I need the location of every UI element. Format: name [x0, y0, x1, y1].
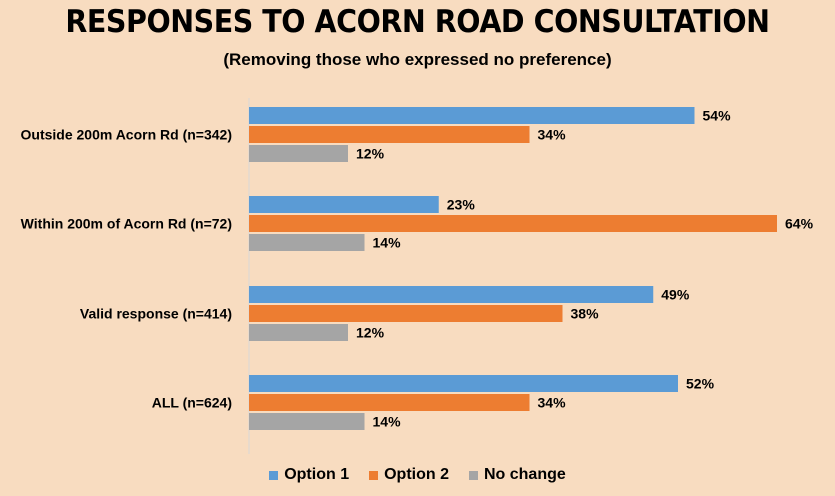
chart-subtitle: (Removing those who expressed no prefere…: [223, 50, 612, 69]
legend-swatch: [269, 470, 279, 480]
bar-option-2: [249, 126, 530, 143]
legend-swatch: [369, 470, 379, 480]
legend-item-no-change: No change: [468, 466, 566, 484]
data-label: 14%: [373, 414, 402, 430]
data-label: 14%: [373, 235, 402, 251]
data-label: 54%: [703, 108, 732, 124]
data-label: 64%: [785, 216, 814, 232]
data-label: 34%: [538, 127, 567, 143]
bar-no-change: [249, 413, 365, 430]
bar-no-change: [249, 234, 365, 251]
category-label: Valid response (n=414): [80, 306, 232, 322]
data-label: 12%: [356, 146, 385, 162]
legend-label: Option 1: [284, 466, 350, 483]
data-label: 12%: [356, 325, 385, 341]
category-label: Within 200m of Acorn Rd (n=72): [21, 216, 232, 232]
data-label: 34%: [538, 395, 567, 411]
legend-swatch: [468, 470, 478, 480]
legend-item-option-2: Option 2: [369, 466, 449, 484]
data-label: 52%: [686, 376, 715, 392]
legend-label: No change: [483, 466, 566, 483]
bar-option-2: [249, 215, 777, 232]
bar-option-2: [249, 394, 530, 411]
data-label: 49%: [661, 287, 690, 303]
bar-option-1: [249, 375, 678, 392]
data-label: 23%: [447, 197, 476, 213]
bar-no-change: [249, 324, 348, 341]
bar-option-1: [249, 286, 654, 303]
legend-item-option-1: Option 1: [269, 466, 349, 484]
bar-option-1: [249, 107, 695, 124]
legend-label: Option 2: [384, 466, 449, 483]
category-label: ALL (n=624): [152, 395, 232, 411]
data-label: 38%: [571, 306, 600, 322]
chart-legend: Option 1 Option 2 No change: [0, 466, 835, 484]
bar-option-1: [249, 196, 439, 213]
bar-no-change: [249, 145, 348, 162]
category-label: Outside 200m Acorn Rd (n=342): [21, 127, 232, 143]
bar-option-2: [249, 305, 563, 322]
chart-title: RESPONSES TO ACORN ROAD CONSULTATION: [65, 4, 770, 40]
